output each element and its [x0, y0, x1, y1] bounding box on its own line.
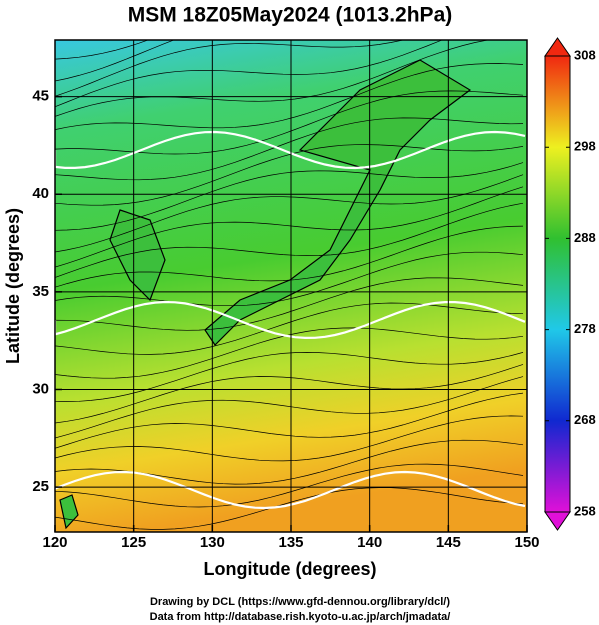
streamline	[55, 376, 524, 439]
streamline	[55, 327, 524, 379]
streamline	[55, 117, 524, 181]
streamline	[55, 63, 524, 143]
x-tick-label: 125	[121, 534, 146, 551]
footer-line: Drawing by DCL (https://www.gfd-dennou.o…	[150, 596, 450, 608]
x-tick-label: 150	[514, 534, 539, 551]
colorbar-top-arrow	[544, 37, 571, 57]
streamline	[55, 40, 490, 124]
x-tick-label: 140	[357, 534, 382, 551]
colorbar-bottom-arrow	[544, 511, 571, 531]
colorbar-tick-label: 258	[574, 503, 596, 518]
streamline	[55, 392, 524, 449]
streamlines	[55, 40, 526, 530]
streamline	[55, 162, 524, 231]
x-tick-label: 135	[278, 534, 303, 551]
y-tick-label: 45	[32, 88, 49, 105]
colorbar-tick-label: 308	[574, 47, 596, 62]
colorbar-tick-label: 298	[574, 139, 596, 154]
streamline	[55, 487, 524, 530]
y-tick-label: 40	[32, 185, 49, 202]
y-axis-label: Latitude (degrees)	[3, 208, 23, 364]
isobar	[55, 130, 526, 170]
x-tick-label: 120	[42, 534, 67, 551]
y-tick-label: 35	[32, 283, 49, 300]
x-axis-label: Longitude (degrees)	[203, 559, 376, 579]
streamline	[55, 463, 524, 508]
streamline	[55, 186, 524, 268]
streamline	[55, 439, 524, 485]
colorbar	[544, 55, 571, 513]
streamline	[55, 202, 524, 278]
streamline	[55, 40, 405, 97]
x-tick-label: 130	[200, 534, 225, 551]
y-tick-label: 25	[32, 478, 49, 495]
streamline	[55, 144, 524, 206]
colorbar-tick-label: 288	[574, 230, 596, 245]
streamline	[55, 40, 149, 60]
streamline	[55, 352, 524, 402]
chart-title: MSM 18Z05May2024 (1013.2hPa)	[128, 4, 453, 27]
streamline	[55, 251, 524, 314]
streamline	[55, 174, 524, 253]
streamline	[55, 40, 175, 82]
land	[109, 209, 166, 302]
footer-line: Data from http://database.rish.kyoto-u.a…	[150, 611, 451, 623]
colorbar-tick-label: 278	[574, 321, 596, 336]
streamline	[55, 302, 524, 355]
isobar	[55, 300, 526, 340]
streamline	[55, 415, 524, 466]
streamline	[55, 225, 524, 295]
colorbar-tick-label: 268	[574, 412, 596, 427]
y-tick-label: 30	[32, 380, 49, 397]
streamline	[55, 90, 524, 162]
streamline	[55, 364, 524, 424]
x-tick-label: 145	[436, 534, 461, 551]
streamline	[55, 40, 443, 108]
streamline	[55, 277, 524, 333]
isobar	[55, 470, 526, 510]
